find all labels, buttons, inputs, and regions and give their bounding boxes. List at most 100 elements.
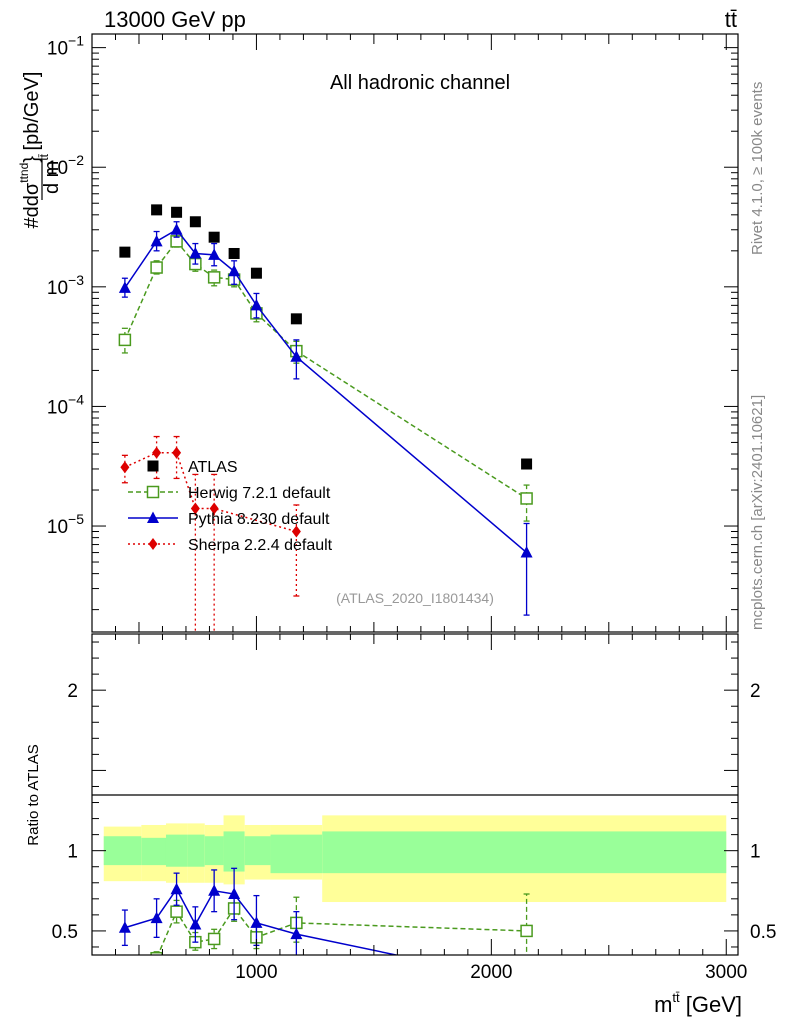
ratio-data-point [152, 1004, 161, 1016]
ratio-data-point [119, 975, 130, 986]
legend-label: ATLAS [188, 459, 238, 476]
main-series-1 [118, 235, 533, 522]
main-data-point [152, 446, 162, 459]
main-data-point [119, 246, 131, 258]
ratio-series-layer [118, 867, 533, 1016]
legend-entry: Sherpa 2.2.4 default [128, 537, 333, 554]
stat-uncertainty-band [141, 837, 166, 866]
main-data-point [190, 502, 200, 515]
process-label: tt̄ [725, 7, 737, 32]
main-data-point [150, 234, 163, 247]
ratio-data-point [172, 1004, 181, 1016]
ratio-data-point [292, 1002, 301, 1014]
main-data-point [228, 247, 240, 259]
main-data-point [120, 461, 130, 474]
stat-uncertainty-band [187, 834, 205, 867]
ratio-series-2 [120, 1002, 300, 1016]
ratio-uncertainty-bands [103, 815, 727, 903]
stat-uncertainty-band [223, 831, 245, 872]
ratio-data-point [150, 951, 163, 955]
main-panel-frame [91, 33, 739, 633]
ratio-data-point [210, 1004, 219, 1016]
main-y-tick-label: 10−1 [47, 33, 84, 60]
legend-label: Pythia 8.230 default [188, 511, 330, 528]
legend: ATLAS Herwig 7.2.1 default Pythia 8.230 de… [128, 459, 333, 554]
main-data-point [250, 298, 263, 311]
main-series-layer [118, 204, 533, 632]
legend-marker [147, 460, 159, 472]
ratio-y-tick-label-right: 0.5 [750, 922, 776, 943]
stat-uncertainty-band [322, 831, 727, 874]
main-data-point [118, 333, 132, 347]
stat-uncertainty-band [165, 834, 188, 867]
ratio-data-point [250, 916, 263, 928]
energy-label: 13000 GeV pp [104, 7, 246, 32]
main-data-point [520, 492, 533, 505]
ratio-series-line [124, 887, 400, 955]
x-tick-label: 2000 [470, 962, 512, 983]
source-label: mcplots.cern.ch [arXiv:2401.10621] [749, 395, 766, 630]
ratio-data-point [290, 927, 303, 940]
main-series-2 [118, 221, 533, 616]
svg-text:#ddσttnd} [pb/GeV]: #ddσttnd} [pb/GeV] [17, 72, 43, 229]
main-series-line [124, 240, 527, 500]
main-data-point [291, 525, 301, 538]
main-data-point [118, 281, 131, 293]
stat-uncertainty-band [244, 836, 271, 866]
main-series-line [124, 228, 528, 554]
main-data-point [250, 267, 262, 279]
ratio-y-tick-label: 2 [67, 681, 78, 702]
ratio-y-tick-label-right: 1 [750, 842, 761, 863]
chart-title: All hadronic channel [330, 72, 510, 94]
main-data-point [208, 231, 220, 243]
main-data-point [171, 206, 183, 218]
main-data-point [290, 350, 303, 362]
ratio-data-point [228, 887, 241, 900]
main-y-tick-label: 10−2 [47, 152, 84, 179]
ratio-series-line [157, 907, 527, 955]
ratio-data-point [208, 884, 221, 896]
stat-uncertainty-band [103, 836, 142, 866]
main-y-axis-title: #ddσttnd} [pb/GeV] d mtt̄ [17, 72, 63, 229]
ratio-data-point [191, 1005, 200, 1017]
ratio-panel-frame [91, 633, 739, 956]
main-data-point [150, 261, 163, 274]
analysis-tag: (ATLAS_2020_I1801434) [336, 590, 494, 606]
stat-uncertainty-band [204, 836, 224, 866]
ratio-y-axis-title: Ratio to ATLAS [25, 744, 42, 845]
main-y-tick-label: 10−5 [47, 511, 84, 538]
ratio-series-line [125, 1008, 296, 1010]
ratio-series-1 [118, 867, 533, 988]
main-data-point [189, 246, 202, 259]
main-data-point [520, 546, 533, 558]
ratio-data-point [189, 918, 202, 930]
ratio-data-point [520, 924, 533, 938]
axis-tick-labels: 10−5 10−4 10−3 10−2 10−1 0.5 0.5 1 1 2 2 1000 2000 30… [47, 33, 777, 983]
main-data-point [228, 264, 241, 277]
ratio-y-tick-label-right: 2 [750, 681, 761, 702]
legend-marker [146, 485, 160, 499]
main-data-point [209, 502, 219, 515]
ratio-data-point [170, 882, 183, 895]
axis-ticks [92, 34, 738, 955]
main-series-line [124, 451, 297, 533]
legend-entry: Herwig 7.2.1 default [128, 485, 331, 502]
main-data-point [207, 271, 221, 284]
main-data-point [172, 446, 182, 459]
main-data-point [189, 216, 201, 228]
legend-marker [147, 511, 159, 523]
stat-uncertainty-band [270, 834, 323, 874]
ratio-y-tick-label: 1 [67, 842, 78, 863]
ratio-data-point [207, 932, 221, 946]
x-tick-label: 1000 [235, 962, 277, 983]
ratio-data-point [170, 905, 183, 918]
ratio-data-point [521, 976, 533, 988]
legend-marker [148, 538, 158, 550]
main-series-0 [119, 204, 533, 470]
legend-label: Sherpa 2.2.4 default [188, 537, 333, 554]
main-y-tick-label: 10−4 [47, 391, 84, 418]
main-data-point [208, 248, 221, 260]
main-data-point [151, 204, 163, 216]
ratio-y-tick-label: 0.5 [52, 922, 78, 943]
